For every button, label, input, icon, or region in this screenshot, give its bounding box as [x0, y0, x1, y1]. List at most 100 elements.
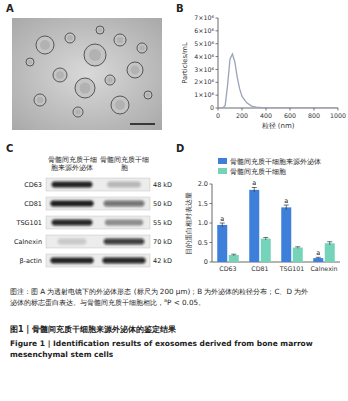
blot-band: [102, 258, 145, 264]
figure-title-cn: 图1 | 骨髓间充质干细胞来源外泌体的鉴定结果: [10, 324, 177, 334]
error-stem: [265, 237, 266, 239]
error-cap: [220, 223, 225, 224]
vesicle: [105, 75, 115, 85]
caption: 图注：图 A 为透射电镜下的外泌体形态 (标尺为 200 μm)；B 为外泌体的…: [10, 287, 308, 296]
x-tick-label: 200: [236, 112, 248, 119]
protein-label: CD81: [24, 200, 42, 208]
x-tick: [314, 108, 315, 111]
plot-area: [218, 54, 338, 108]
y-axis-title: Particles/mL: [181, 42, 189, 84]
blot-strip: [46, 178, 150, 191]
blot-strip: [46, 216, 150, 229]
error-stem: [222, 223, 223, 227]
vesicle-core: [89, 49, 101, 61]
x-tick-label: CD63: [219, 265, 236, 272]
x-tick: [290, 108, 291, 111]
legend-swatch: [218, 168, 227, 174]
error-cap: [295, 246, 300, 247]
protein-label: β-actin: [19, 257, 42, 265]
legend-swatch: [218, 158, 227, 164]
error-cap: [316, 257, 321, 258]
text-run: 泌体的标志蛋白表达。与骨髓间充质干细胞相比，: [10, 298, 164, 307]
vesicle: [75, 78, 95, 98]
y-tick-label: 4×10⁶: [194, 53, 214, 60]
y-tick: [216, 108, 219, 109]
vesicle-core: [146, 93, 150, 97]
vesicle: [111, 96, 129, 114]
size-label: 70 kD: [153, 238, 172, 246]
y-tick-label: 1×10⁶: [194, 91, 214, 98]
x-tick-label: 600: [284, 112, 296, 119]
bar: [281, 207, 291, 262]
error-bar: [284, 205, 289, 210]
panel-label: B: [176, 3, 184, 14]
blot-band: [50, 201, 93, 207]
bar: [325, 243, 335, 262]
vesicle-core: [80, 83, 91, 94]
annotations: aaaa: [220, 179, 320, 257]
text-run: Figure 1 | Identification results of exo…: [10, 339, 313, 348]
panel-label: D: [176, 143, 184, 154]
error-cap: [327, 241, 332, 242]
x-tick: [242, 108, 243, 111]
protein-label: Calnexin: [14, 238, 42, 246]
vesicle: [36, 36, 54, 54]
bar: [249, 190, 259, 262]
blot-band: [50, 258, 93, 264]
bar: [313, 258, 323, 262]
blot-band: [107, 182, 141, 188]
error-cap: [252, 187, 257, 188]
panel-label: C: [6, 143, 13, 154]
y-tick-label: 3×10⁶: [194, 66, 214, 73]
y-tick-label: 0.5: [198, 239, 208, 247]
vesicle-core: [107, 77, 113, 83]
y-axis-title: 目的蛋白相对表达量: [185, 192, 193, 255]
y-tick: [210, 203, 213, 204]
vesicle: [144, 91, 152, 99]
vesicle-core: [75, 109, 81, 115]
vesicle-core: [139, 45, 145, 51]
blot-band: [105, 220, 143, 226]
vesicle: [96, 26, 104, 34]
vesicle: [84, 44, 106, 66]
x-tick: [218, 108, 219, 111]
y-tick: [216, 95, 219, 96]
x-tick-label: Calnexin: [310, 265, 337, 272]
y-tick-label: 2.0: [198, 180, 208, 188]
y-tick: [210, 223, 213, 224]
plot-area: [217, 188, 335, 262]
vesicle-core: [131, 66, 140, 75]
vesicle: [137, 43, 147, 53]
legend-label: 骨髓间充质干细胞来源外泌体: [230, 158, 321, 166]
size-label: 42 kD: [153, 257, 172, 265]
significance-mark: a: [284, 197, 288, 205]
lane-header: 骨髓间充质干细: [48, 156, 97, 164]
error-bar: [263, 237, 268, 239]
error-cap: [231, 254, 236, 255]
error-stem: [254, 188, 255, 193]
x-tick-label: 800: [308, 112, 320, 119]
panel-label: A: [6, 3, 14, 14]
size-label: 50 kD: [153, 200, 172, 208]
bar: [229, 255, 239, 262]
y-tick-label: 0: [204, 258, 208, 266]
y-tick: [216, 18, 219, 19]
figure: ABCD01×10⁶2×10⁶3×10⁶4×10⁶5×10⁶6×10⁶7×10⁶…: [0, 0, 348, 401]
vesicle-core: [28, 60, 32, 64]
size-label: 48 kD: [153, 181, 172, 189]
x-tick-label: 1000: [330, 112, 346, 119]
protein-label: TSG101: [15, 219, 42, 227]
lane-header: 胞: [121, 164, 128, 172]
error-stem: [286, 205, 287, 210]
error-bar: [220, 223, 225, 227]
x-axis-title: 粒径 (nm): [262, 122, 295, 130]
y-tick: [210, 242, 213, 243]
bar: [293, 248, 303, 262]
figure-title-en: mesenchymal stem cells: [10, 350, 114, 359]
legend-label: 骨髓间充质干细胞: [230, 168, 286, 176]
significance-mark: a: [252, 179, 256, 187]
figure-title-en: Figure 1 | Identification results of exo…: [10, 339, 313, 348]
y-tick-label: 6×10⁶: [194, 27, 214, 34]
bar: [217, 225, 227, 262]
vesicle-core: [98, 28, 102, 32]
